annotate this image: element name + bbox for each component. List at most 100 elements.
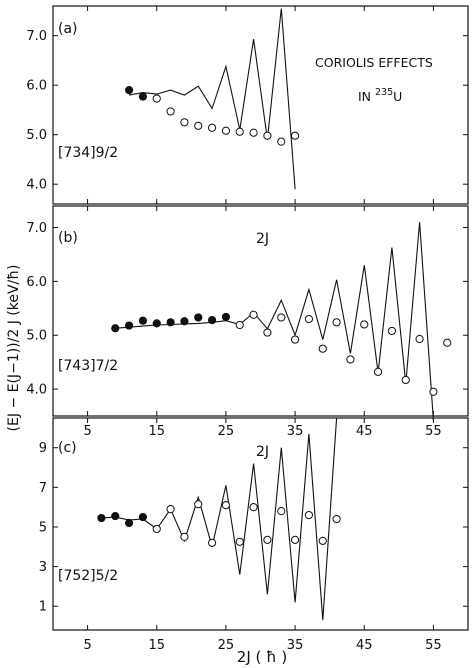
panel-c-open-point [235,537,244,546]
panel-c-label: (c) [58,440,77,456]
panel-a-ytick-label: 7.0 [26,29,47,44]
panel-c-xticks: 5 15 25 35 45 55 [83,418,442,653]
panel-b-ytick-label: 4.0 [26,383,47,398]
panel-a-open-point [152,94,161,103]
x-axis-label: 2J ( ħ ) [237,648,287,666]
panel-b-open-point [304,314,314,324]
panel-a-ytick-label: 6.0 [26,79,47,94]
panel-a-open-point [249,128,258,137]
panel-b-open-point [249,310,258,319]
panel-b-filled-point [180,317,189,326]
panel-c-ytick-label: 1 [39,600,47,615]
panel-c-ytick-label: 3 [39,560,47,575]
panel-b-xtick-label: 25 [218,424,235,439]
panel-b-frame [52,205,469,417]
panel-b-filled-point [124,321,134,330]
panel-c-open-point [249,503,258,512]
panel-c-xtick-label: 55 [425,638,442,653]
panel-b-xtick-label: 45 [356,424,373,439]
panel-b-ytick-label: 6.0 [26,275,47,290]
panel-c-marks [97,417,341,621]
panel-b-yticks: 4.0 5.0 6.0 7.0 [26,221,468,398]
panel-c-filled-point [124,518,134,528]
panel-c-ytick-label: 5 [39,520,47,535]
panel-a-ytick-label: 4.0 [26,178,47,193]
panel-c-open-point [180,532,189,541]
panel-c-xtick-label: 25 [218,638,235,653]
panel-a-open-point [221,126,231,135]
panel-b-open-point [263,328,272,337]
panel-c-frame [52,417,469,631]
panel-c-ytick-label: 9 [39,441,47,456]
panel-c-open-point [263,535,272,544]
panel-b-open-point [277,313,286,322]
panel-c-filled-point [138,512,148,522]
panel-b-open-point [235,320,244,330]
panel-b-filled-point [207,316,217,325]
panel-a-open-point [180,118,189,127]
panel-c-open-point [290,535,300,544]
panel-b-filled-point [138,316,148,325]
panel-a-open-point [166,107,175,116]
panel-a-yticks: 4.0 5.0 6.0 7.0 [26,29,468,193]
panel-b-open-point [318,344,327,353]
panel-b-open-point [401,375,410,385]
panel-b-open-point [332,318,341,327]
panel-c-filled-point [97,513,106,523]
panel-b-filled-point [194,313,203,322]
panel-c-open-point [304,510,314,520]
panel-c-calc-line [101,417,338,621]
panel-c-yticks: 1 3 5 7 9 [39,441,468,615]
panel-b-filled-point [111,324,120,333]
panel-b-xticks: 5 15 25 35 45 55 [83,206,442,439]
panel-b-xlabel: 2J [256,231,269,247]
panel-b-label: (b) [58,230,78,246]
panel-b-open-point [429,387,438,396]
panel-b-xtick-label: 15 [148,424,165,439]
panel-c-ytick-label: 7 [39,481,47,496]
panel-a-xticks [87,6,434,204]
panel-b-calc-line [115,222,434,421]
panel-a-band-label: [734]9/2 [58,145,118,161]
panel-b-open-point [443,338,452,347]
panel-c-open-point [207,538,217,547]
panel-a-open-point [194,121,203,130]
panel-c-xtick-label: 15 [148,638,165,653]
panel-a-filled-point [138,92,148,101]
panel-c-open-point [152,524,161,534]
panel-c-open-point [194,500,203,509]
chart-title-line2: IN 235U [358,87,402,104]
panel-b-xtick-label: 35 [287,424,304,439]
panel-a-open-point [207,123,217,132]
panel-b-filled-point [166,318,175,327]
panel-c-filled-point [111,511,120,521]
panel-a-frame [52,5,469,205]
title-suffix: U [393,89,402,104]
panel-c-band-label: [752]5/2 [58,568,118,584]
panel-b-marks [111,222,452,421]
panel-b: 5 15 25 35 45 55 4.0 5.0 6.0 7.0 (b) [743]7/2 2J [26,205,469,439]
panel-c-open-point [332,514,341,524]
title-superscript: 235 [375,87,393,98]
y-axis-label: (EJ − E(J−1))/2 J (keV/ħ) [6,265,22,432]
panel-b-filled-point [221,312,231,322]
panel-b-xtick-label: 5 [83,424,91,439]
panel-b-open-point [360,320,369,329]
panel-c-xtick-label: 35 [287,638,304,653]
panel-b-band-label: [743]7/2 [58,358,118,374]
panel-c-xtick-label: 5 [83,638,91,653]
panel-b-open-point [346,355,355,364]
panel-b-open-point [387,326,397,336]
panel-a-label: (a) [58,21,78,37]
panel-c-open-point [166,505,175,514]
panel-b-open-point [373,367,383,376]
panel-c-xlabel: 2J [256,444,269,460]
panel-b-ytick-label: 7.0 [26,221,47,236]
panel-c-xtick-label: 45 [356,638,373,653]
panel-a-open-point [277,137,286,146]
panel-a-filled-point [124,86,134,95]
panel-a-marks [124,8,300,190]
title-prefix: IN [358,89,375,104]
